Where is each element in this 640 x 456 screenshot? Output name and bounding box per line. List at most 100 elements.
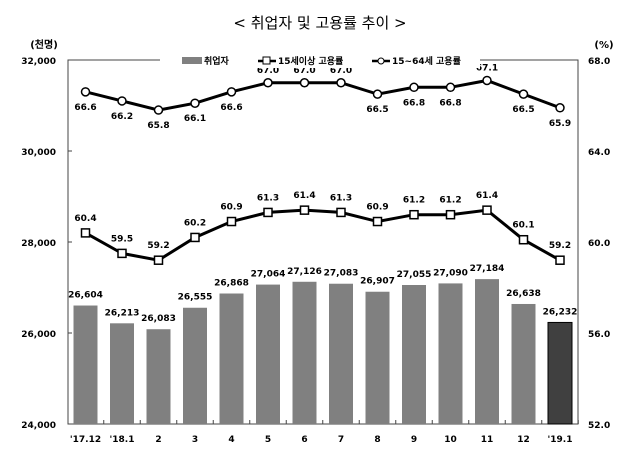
square-marker [336,207,346,218]
right-tick-label: 64.0 [588,148,610,158]
line-label: 59.5 [111,234,133,244]
x-tick-label: '18.1 [110,435,135,445]
bar-label: 26,604 [68,291,103,301]
circle-marker [372,89,383,99]
line-label: 67.0 [330,66,352,76]
x-tick-label: '17.12 [70,435,101,445]
square-marker [80,228,91,238]
line-15to64 [85,78,561,112]
line-label: 60.9 [366,203,388,213]
x-tick-label: 2 [155,435,161,445]
square-marker [555,255,565,265]
line-label: 61.2 [403,196,425,206]
square-marker [482,205,492,215]
line-label: 60.4 [74,214,96,224]
bar-label: 26,868 [214,279,249,289]
left-tick-label: 24,000 [21,421,56,431]
bar [438,283,463,424]
legend-swatch-bar [182,57,202,64]
line-label: 61.4 [293,191,315,201]
line-15plus [84,208,561,262]
line-label: 67.0 [293,66,315,76]
x-tick-label: 4 [228,435,234,445]
line-label: 61.4 [476,191,498,201]
circle-marker [153,105,164,115]
bar-label: 26,638 [506,289,541,299]
square-marker [226,216,237,227]
x-tick-label: 3 [192,435,198,445]
square-marker [372,216,383,227]
x-tick-label: '19.1 [548,435,573,445]
left-tick-label: 28,000 [21,239,56,249]
right-tick-label: 52.0 [588,421,610,431]
bar [365,291,390,424]
bar-label: 26,232 [543,307,578,317]
square-marker [153,255,164,265]
bar-label: 27,064 [251,270,286,280]
right-tick-label: 56.0 [588,330,610,340]
bar-label: 26,083 [141,314,176,324]
right-tick-label: 60.0 [588,239,610,249]
circle-marker [409,82,419,93]
bar [402,284,426,424]
line-label: 60.9 [220,203,242,213]
bar-label: 27,083 [324,269,359,279]
square-marker [445,209,456,220]
x-tick-label: 5 [265,435,271,445]
bar [183,307,207,424]
line-label: 67.1 [476,63,498,73]
circle-marker [117,96,127,106]
bar-label: 27,055 [397,270,432,280]
circle-marker [299,78,310,88]
line-label: 66.5 [512,105,534,115]
line-label: 65.9 [549,119,571,129]
circle-marker [445,82,456,93]
circle-marker [482,75,492,86]
legend-box [160,52,480,68]
line-label: 59.2 [147,241,169,251]
x-tick-label: 8 [374,435,380,445]
legend-square-marker [262,56,271,65]
line-label: 59.2 [549,241,571,251]
circle-marker [336,78,346,88]
x-tick-label: 9 [411,435,417,445]
x-tick-label: 12 [517,435,530,445]
bar-label: 27,184 [470,264,505,274]
circle-marker [555,103,565,113]
square-marker [518,234,529,245]
circle-marker [226,87,237,97]
square-marker [117,248,127,259]
left-axis-unit: (천명) [30,38,58,51]
left-tick-label: 26,000 [21,330,56,340]
line-label: 67.0 [257,66,279,76]
line-label: 65.8 [147,121,169,131]
square-marker [190,232,200,243]
line-label: 61.3 [257,193,279,203]
left-tick-label: 30,000 [21,148,56,158]
square-marker [299,205,310,215]
bar [511,303,536,424]
bar [73,305,98,424]
line-label: 60.2 [184,218,206,228]
line-label: 61.2 [439,196,461,206]
bar-label: 26,213 [105,308,140,318]
line-label: 60.1 [512,221,534,231]
bar [547,321,573,425]
bar [219,293,244,424]
x-tick-label: 6 [301,435,307,445]
square-marker [409,209,419,220]
circle-marker [263,78,273,88]
line-label: 66.8 [403,98,425,108]
line-label: 61.3 [330,193,352,203]
line-label: 66.6 [220,103,242,113]
legend-circle-marker [377,57,385,65]
bar [110,323,134,424]
bar-label: 27,126 [287,267,322,277]
line-label: 66.6 [74,103,96,113]
line-label: 66.8 [439,98,461,108]
left-tick-label: 32,000 [21,57,56,67]
bar-label: 26,907 [360,277,395,287]
bar [475,279,499,424]
